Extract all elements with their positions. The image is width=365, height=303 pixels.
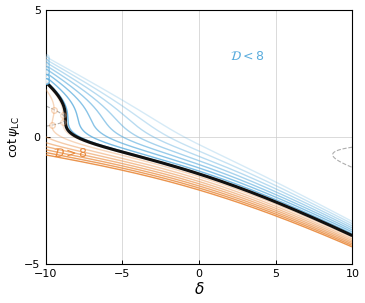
Text: $\mathcal{D} > 8$: $\mathcal{D} > 8$ bbox=[53, 147, 88, 160]
X-axis label: $\delta$: $\delta$ bbox=[194, 281, 204, 298]
Text: $[I^{(-)};I^{(+)}]$: $[I^{(-)};I^{(+)}]$ bbox=[0, 302, 1, 303]
Text: $\mathcal{D} < 8$: $\mathcal{D} < 8$ bbox=[230, 50, 264, 63]
Y-axis label: $\cot \psi_{\mathrm{LC}}$: $\cot \psi_{\mathrm{LC}}$ bbox=[5, 115, 22, 158]
